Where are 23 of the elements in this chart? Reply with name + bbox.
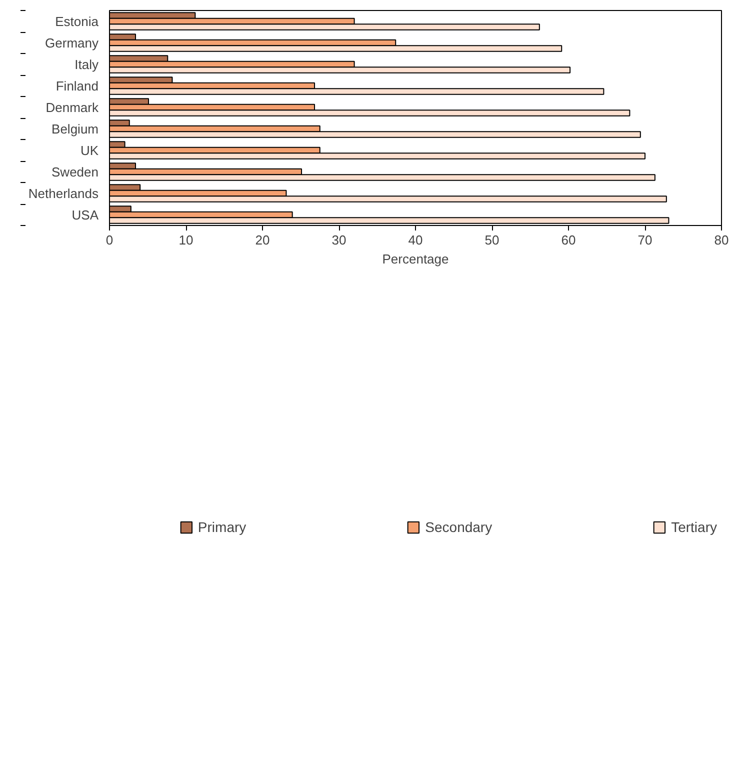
x-tick-label: 20: [255, 232, 270, 248]
x-tick-label: 0: [106, 232, 114, 248]
y-tick-label: Estonia: [55, 14, 100, 29]
y-tick-label: Netherlands: [28, 186, 99, 201]
legend-label: Tertiary: [671, 519, 717, 535]
x-tick-label: 70: [638, 232, 652, 248]
x-tick-label: 40: [408, 232, 423, 248]
x-axis-title: Percentage: [382, 252, 449, 266]
x-tick-label: 60: [561, 232, 576, 248]
y-tick-label: UK: [80, 142, 99, 158]
y-tick-label: USA: [72, 207, 99, 222]
legend-label: Secondary: [425, 519, 492, 535]
x-tick-label: 50: [484, 232, 500, 248]
legend-label: Primary: [198, 519, 246, 535]
x-tick-label: 10: [178, 232, 194, 248]
x-tick-label: 30: [332, 232, 346, 248]
y-tick-label: Denmark: [46, 100, 99, 115]
y-tick-label: Sweden: [52, 164, 99, 180]
x-tick-label: 80: [714, 232, 729, 248]
y-tick-label: Germany: [45, 35, 99, 50]
y-tick-label: Italy: [74, 56, 99, 72]
y-tick-label: Finland: [56, 78, 99, 94]
y-tick-label: Belgium: [52, 121, 98, 136]
